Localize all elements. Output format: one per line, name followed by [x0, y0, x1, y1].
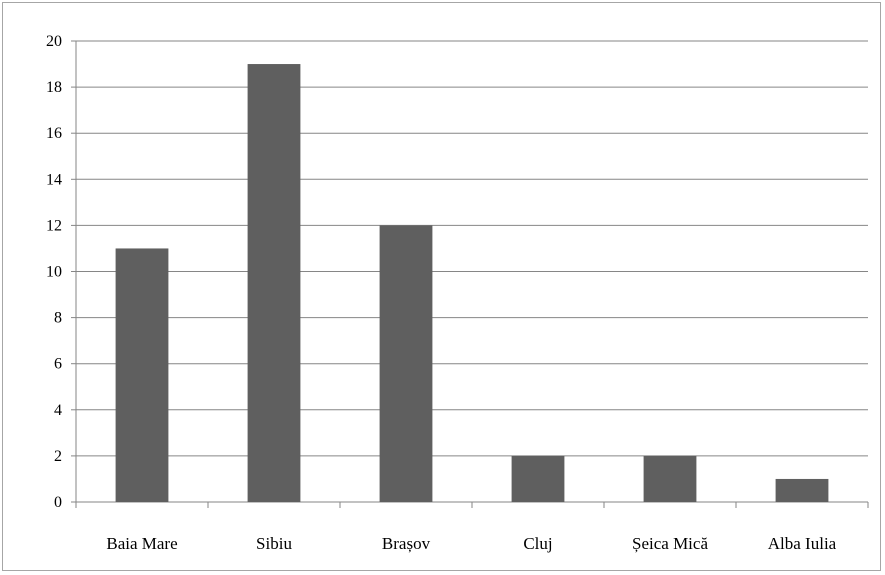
y-tick-label: 4 — [54, 402, 62, 419]
y-tick-label: 10 — [46, 264, 62, 281]
x-tick-label: Cluj — [523, 534, 552, 553]
x-tick-label: Brașov — [382, 534, 431, 553]
y-tick-labels: 0 2 4 6 8 10 12 14 16 18 20 — [46, 33, 62, 511]
bars — [115, 64, 829, 503]
x-tick-label: Alba Iulia — [768, 534, 837, 553]
x-tick-label: Șeica Mică — [632, 534, 708, 553]
bar — [115, 248, 169, 502]
y-tick-label: 14 — [46, 171, 62, 188]
bar — [643, 455, 697, 502]
bar — [247, 64, 301, 503]
axes — [71, 40, 869, 508]
x-tick-label: Baia Mare — [106, 534, 177, 553]
y-tick-label: 18 — [46, 79, 62, 96]
bar — [379, 225, 433, 502]
y-tick-label: 12 — [46, 217, 62, 234]
y-tick-label: 6 — [54, 356, 62, 373]
bar — [511, 455, 565, 502]
y-tick-label: 8 — [54, 310, 62, 327]
y-tick-label: 0 — [54, 494, 62, 511]
x-tick-labels: Baia Mare Sibiu Brașov Cluj Șeica Mică Alba I… — [106, 534, 836, 553]
gridlines — [76, 40, 868, 457]
bar — [775, 478, 829, 502]
y-tick-label: 16 — [46, 125, 62, 142]
y-tick-label: 20 — [46, 33, 62, 50]
x-tick-label: Sibiu — [256, 534, 292, 553]
y-tick-label: 2 — [54, 448, 62, 465]
